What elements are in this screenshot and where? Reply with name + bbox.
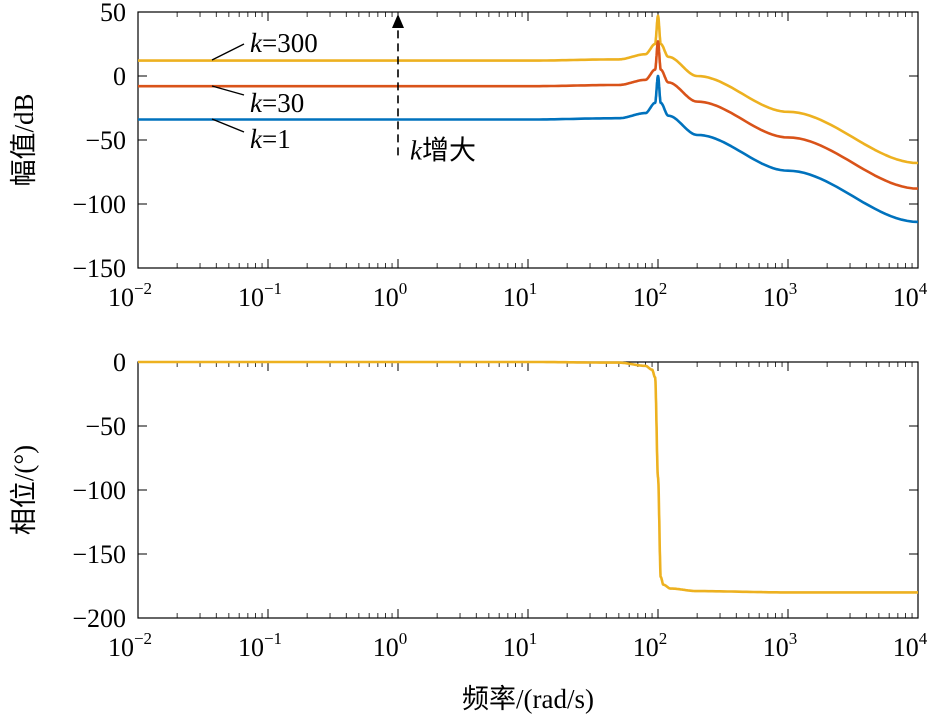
series-label-k300: k=300 (250, 28, 318, 58)
magnitude-x-tick-label: 101 (503, 279, 538, 312)
magnitude-series-line-k1 (138, 74, 919, 224)
phase-x-tick-label: 101 (503, 629, 538, 662)
phase-y-tick-label: −200 (72, 604, 126, 633)
k-increase-label: k增大 (410, 135, 476, 165)
magnitude-y-tick-label: −150 (72, 254, 126, 283)
magnitude-series-group (138, 14, 919, 224)
series-label-k30: k=30 (250, 88, 304, 118)
phase-x-tick-label: 10−1 (238, 629, 282, 662)
phase-y-tick-label: −150 (72, 540, 126, 569)
magnitude-x-tick-label: 10−1 (238, 279, 282, 312)
phase-panel: 10−2 10−1 100 101 102 103 1040−50−100−150−200 … (9, 348, 928, 714)
series-leader-line (211, 85, 245, 96)
magnitude-x-tick-label: 104 (893, 279, 928, 312)
phase-tick-labels: 10−2 10−1 100 101 102 103 104 0 −50 −100 −150 −200 (72, 348, 927, 662)
magnitude-x-tick-label: 102 (633, 279, 668, 312)
magnitude-y-tick-label: 50 (100, 0, 126, 27)
magnitude-x-tick-label: 10−2 (108, 279, 152, 312)
magnitude-tick-labels: 10−2 10−1 100 101 102 103 104 50 0 −50 −100 −150 (72, 0, 927, 312)
phase-y-tick-label: −100 (72, 476, 126, 505)
magnitude-y-tick-label: 0 (113, 62, 126, 91)
phase-series-line-0 (138, 360, 918, 594)
k-increase-arrowhead (392, 14, 404, 28)
magnitude-series-line-k30 (138, 40, 919, 190)
series-label-k1: k=1 (250, 124, 291, 154)
phase-plot-frame (137, 361, 919, 619)
magnitude-x-tick-label: 103 (763, 279, 798, 312)
frequency-x-axis-label: 频率/(rad/s) (462, 684, 594, 714)
phase-x-tick-label: 10−2 (108, 629, 152, 662)
phase-axis-ticks (137, 361, 919, 619)
phase-x-tick-label: 103 (763, 629, 798, 662)
magnitude-panel: 10−2 10−1 100 101 102 103 104 50 0 −50 −100 −150 k=… (9, 0, 928, 312)
series-leader-line (211, 43, 245, 61)
phase-x-tick-label: 100 (373, 629, 408, 662)
magnitude-y-tick-label: −100 (72, 190, 126, 219)
magnitude-series-line-k300 (138, 14, 919, 165)
series-leader-line (211, 118, 245, 133)
phase-x-tick-label: 104 (893, 629, 928, 662)
phase-y-tick-label: −50 (85, 412, 126, 441)
magnitude-y-axis-label: 幅值/dB (9, 93, 39, 186)
magnitude-y-tick-label: −50 (85, 126, 126, 155)
phase-y-axis-label: 相位/(°) (9, 445, 39, 535)
magnitude-annotations: k=300 k=30 k=1 k增大 (211, 14, 476, 165)
phase-x-tick-label: 102 (633, 629, 668, 662)
phase-series-group (138, 360, 918, 594)
phase-y-tick-label: 0 (113, 348, 126, 377)
magnitude-x-tick-label: 100 (373, 279, 408, 312)
